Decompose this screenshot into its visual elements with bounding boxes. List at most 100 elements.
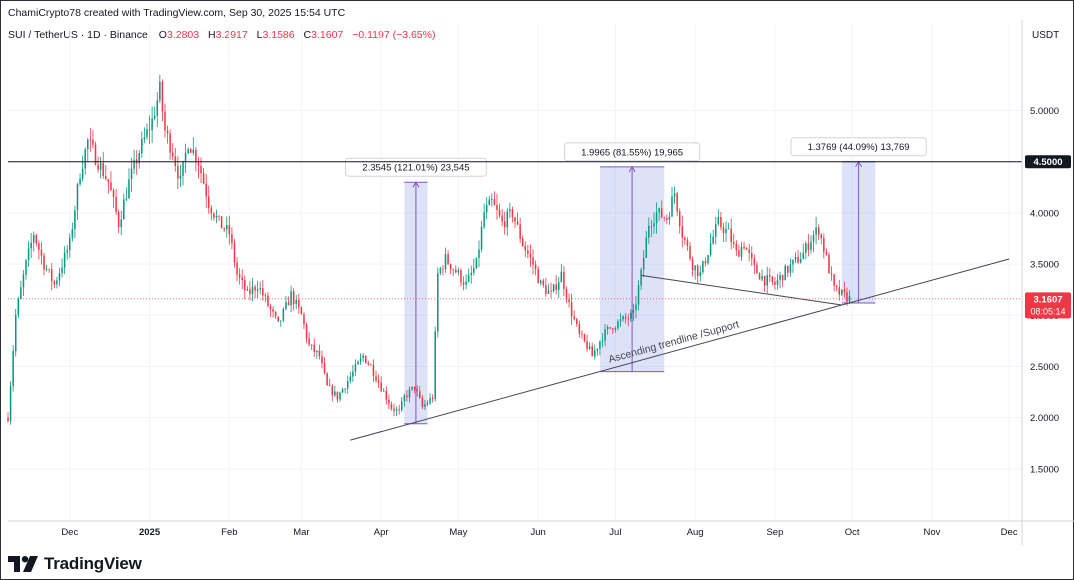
candle-body	[447, 254, 449, 264]
candle-body	[648, 225, 650, 238]
candle-body	[699, 272, 702, 276]
candle-body	[519, 224, 521, 239]
candle-body	[372, 365, 375, 376]
candle-body	[434, 331, 436, 400]
candle-body	[570, 302, 573, 317]
candle-body	[105, 176, 107, 180]
candle-body	[702, 261, 704, 273]
candle-body	[604, 329, 606, 341]
candle-body	[594, 350, 596, 357]
ohlc-close: C3.1607	[303, 29, 344, 41]
ohlc-low: L3.1586	[256, 29, 295, 41]
candle-body	[485, 204, 488, 213]
candle-body	[205, 183, 207, 197]
candle-body	[166, 130, 169, 134]
candle-body	[637, 285, 640, 305]
candle-body	[419, 391, 421, 398]
candle-body	[516, 221, 519, 225]
x-tick-label: Aug	[687, 527, 704, 538]
candle-body	[534, 264, 537, 270]
candle-body	[187, 149, 189, 154]
candle-body	[676, 193, 678, 212]
candle-body	[30, 242, 32, 249]
candle-body	[722, 227, 725, 234]
candle-body	[349, 376, 352, 382]
candle-body	[521, 238, 524, 247]
candle-body	[545, 285, 547, 294]
candle-body	[586, 340, 588, 350]
candle-body	[400, 401, 403, 411]
current-price-axis-tag	[1025, 292, 1071, 319]
candle-body	[514, 217, 516, 222]
candle-body	[63, 252, 66, 268]
candle-body	[624, 316, 627, 319]
candle-body	[493, 199, 496, 205]
candle-body	[153, 115, 156, 119]
candle-body	[527, 250, 529, 254]
candle-body	[830, 273, 833, 275]
candle-body	[346, 381, 349, 389]
candle-body	[727, 228, 730, 230]
candle-body	[735, 243, 738, 251]
candle-body	[439, 268, 442, 274]
candle-body	[280, 320, 282, 322]
candle-body	[107, 179, 110, 183]
candle-body	[112, 190, 115, 197]
candle-body	[828, 254, 830, 274]
candle-body	[823, 237, 825, 253]
candle-body	[341, 389, 344, 393]
candle-body	[771, 276, 774, 282]
candle-body	[622, 316, 624, 320]
candle-body	[740, 246, 743, 257]
candle-body	[14, 314, 17, 352]
candle-body	[300, 307, 303, 315]
candle-body	[207, 196, 210, 208]
candle-body	[408, 389, 411, 398]
symbol-name[interactable]: SUI / TetherUS · 1D · Binance	[8, 29, 148, 41]
candle-body	[210, 207, 213, 214]
y-tick-label: 1.5000	[1030, 464, 1059, 475]
currency-label[interactable]: USDT	[1032, 30, 1060, 41]
candle-body	[274, 311, 277, 317]
candle-body	[164, 111, 166, 131]
candle-body	[632, 310, 635, 313]
tradingview-logo-icon	[8, 556, 38, 572]
candle-body	[74, 210, 76, 230]
candle-body	[231, 234, 233, 244]
candle-body	[251, 286, 254, 295]
candle-body	[133, 159, 135, 169]
candle-body	[81, 168, 84, 179]
candle-body	[578, 324, 581, 334]
candle-body	[76, 184, 79, 211]
candle-body	[846, 292, 848, 302]
candle-body	[334, 391, 336, 396]
candle-body	[550, 290, 552, 292]
candle-body	[465, 281, 467, 285]
candle-body	[426, 403, 429, 405]
candle-body	[79, 178, 81, 185]
candle-body	[117, 211, 120, 228]
candle-body	[84, 149, 86, 169]
candle-body	[287, 302, 290, 306]
range-july-arrow-head	[628, 165, 636, 173]
candle-body	[45, 269, 48, 270]
candle-body	[635, 304, 637, 311]
candle-body	[32, 235, 35, 243]
candle-body	[689, 246, 691, 259]
candle-body	[151, 118, 153, 131]
candle-body	[68, 237, 71, 251]
candle-body	[501, 215, 503, 222]
candle-body	[557, 282, 560, 291]
candle-body	[429, 398, 431, 404]
candle-body	[66, 250, 68, 253]
candle-body	[50, 269, 53, 282]
x-tick-label: 2025	[139, 527, 161, 538]
candle-body	[560, 271, 563, 283]
candle-body	[498, 209, 501, 216]
candle-body	[156, 100, 159, 116]
candle-body	[177, 165, 179, 179]
candle-body	[174, 156, 177, 166]
candle-body	[143, 137, 146, 139]
candle-body	[20, 287, 22, 299]
